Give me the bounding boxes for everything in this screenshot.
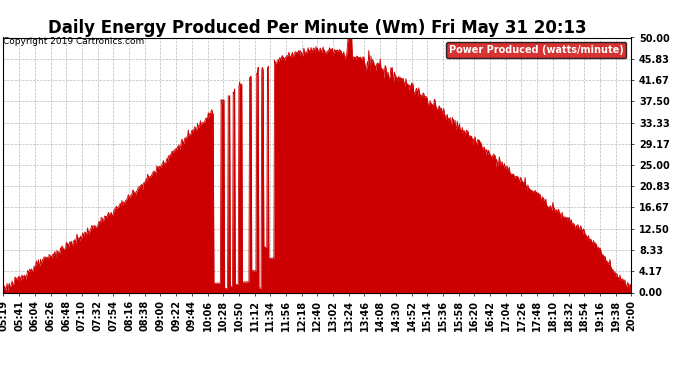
Title: Daily Energy Produced Per Minute (Wm) Fri May 31 20:13: Daily Energy Produced Per Minute (Wm) Fr…	[48, 20, 586, 38]
Text: Copyright 2019 Cartronics.com: Copyright 2019 Cartronics.com	[3, 38, 145, 46]
Legend: Power Produced (watts/minute): Power Produced (watts/minute)	[446, 42, 627, 58]
